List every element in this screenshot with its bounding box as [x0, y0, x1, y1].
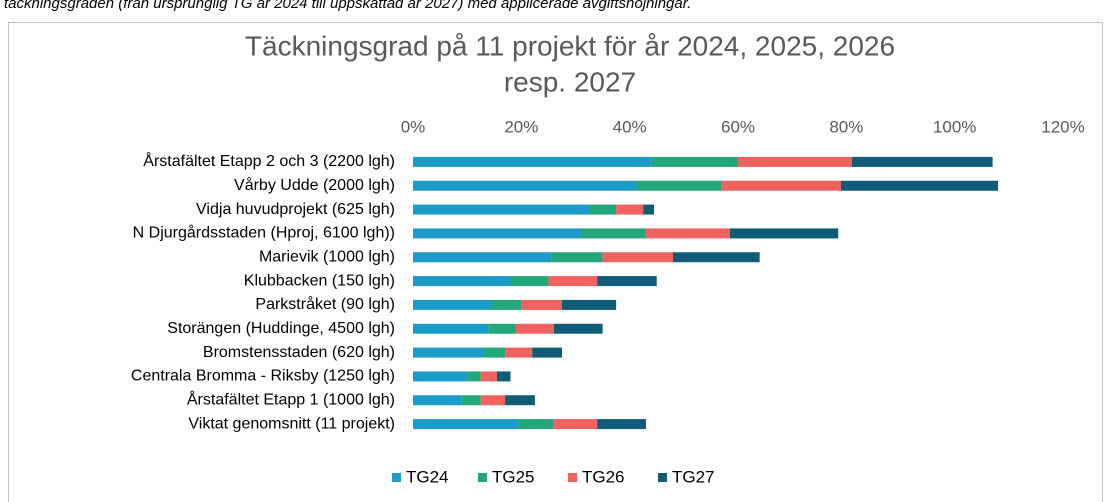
- legend-swatch: [392, 473, 401, 482]
- y-tick-label: Parkstråket (90 lgh): [255, 295, 395, 313]
- bar-segment: [532, 347, 562, 358]
- bar-segment: [480, 395, 506, 406]
- y-tick-label: Marievik (1000 lgh): [259, 248, 395, 265]
- y-tick-label: Vidja huvudprojekt (625 lgh): [196, 201, 395, 218]
- bar-segment: [491, 299, 522, 310]
- legend-label: TG25: [492, 467, 535, 486]
- x-tick-label: 60%: [721, 117, 755, 136]
- bar-segment: [597, 419, 646, 430]
- legend-label: TG27: [672, 467, 715, 486]
- bar-segment: [413, 228, 581, 239]
- bar-segment: [488, 323, 516, 334]
- bar-segment: [461, 395, 481, 406]
- bar-segment: [645, 228, 730, 239]
- bar-segment: [413, 252, 552, 263]
- bar-segment: [551, 252, 603, 263]
- bar-segment: [413, 156, 652, 167]
- bar-segment: [413, 395, 462, 406]
- bar-segment: [518, 419, 554, 430]
- bar-segment: [580, 228, 646, 239]
- x-tick-label: 40%: [613, 117, 647, 136]
- x-tick-label: 20%: [504, 117, 538, 136]
- bar-segment: [515, 323, 554, 334]
- x-tick-label: 100%: [933, 117, 976, 136]
- bar-segment: [505, 347, 533, 358]
- bar-segment: [480, 371, 497, 382]
- bar-segment: [510, 276, 549, 287]
- x-tick-label: 120%: [1041, 117, 1084, 136]
- bar-segment: [413, 276, 511, 287]
- chart-frame: [8, 22, 1103, 502]
- caption: täckningsgraden (från ursprunglig TG år …: [4, 0, 691, 12]
- bar-segment: [521, 299, 562, 310]
- bar-segment: [413, 323, 489, 334]
- bar-segment: [467, 371, 481, 382]
- bar-segment: [721, 180, 841, 191]
- legend-swatch: [568, 473, 577, 482]
- legend-label: TG24: [406, 467, 449, 486]
- x-tick-label: 80%: [829, 117, 863, 136]
- legend-swatch: [478, 473, 487, 482]
- bar-segment: [553, 419, 598, 430]
- bar-segment: [738, 156, 852, 167]
- chart-title: Täckningsgrad på 11 projekt för år 2024,…: [245, 30, 895, 61]
- y-tick-label: Klubbacken (150 lgh): [244, 272, 395, 289]
- legend-label: TG26: [582, 467, 625, 486]
- y-tick-label: Centrala Bromma - Riksby (1250 lgh): [131, 368, 395, 385]
- bar-segment: [553, 323, 603, 334]
- chart-title: resp. 2027: [504, 66, 636, 97]
- bar-segment: [589, 204, 617, 215]
- bar-segment: [616, 204, 644, 215]
- bar-segment: [673, 252, 760, 263]
- bar-segment: [548, 276, 598, 287]
- bar-segment: [602, 252, 673, 263]
- bar-segment: [840, 180, 998, 191]
- bar-segment: [413, 299, 492, 310]
- bar-segment: [413, 204, 590, 215]
- bar-segment: [635, 180, 722, 191]
- legend-swatch: [658, 473, 667, 482]
- bar-segment: [729, 228, 839, 239]
- bar-segment: [851, 156, 993, 167]
- bar-segment: [651, 156, 738, 167]
- bar-segment: [413, 419, 519, 430]
- bar-segment: [505, 395, 535, 406]
- y-tick-label: Storängen (Huddinge, 4500 lgh): [167, 320, 395, 337]
- y-tick-label: Bromstensstaden (620 lgh): [203, 344, 395, 361]
- y-tick-label: N Djurgårdsstaden (Hproj, 6100 lgh)): [133, 224, 395, 242]
- y-tick-label: Viktat genomsnitt (11 projekt): [188, 415, 395, 432]
- bar-segment: [561, 299, 617, 310]
- y-tick-label: Vårby Udde (2000 lgh): [234, 176, 395, 194]
- bar-segment: [413, 347, 484, 358]
- bar-segment: [413, 180, 636, 191]
- y-tick-label: Årstafältet Etapp 2 och 3 (2200 lgh): [143, 151, 395, 170]
- bar-segment: [643, 204, 655, 215]
- bar-segment: [597, 276, 657, 287]
- x-tick-label: 0%: [401, 117, 426, 136]
- y-tick-label: Årstafältet Etapp 1 (1000 lgh): [187, 389, 395, 408]
- bar-segment: [483, 347, 506, 358]
- bar-segment: [413, 371, 468, 382]
- bar-segment: [496, 371, 511, 382]
